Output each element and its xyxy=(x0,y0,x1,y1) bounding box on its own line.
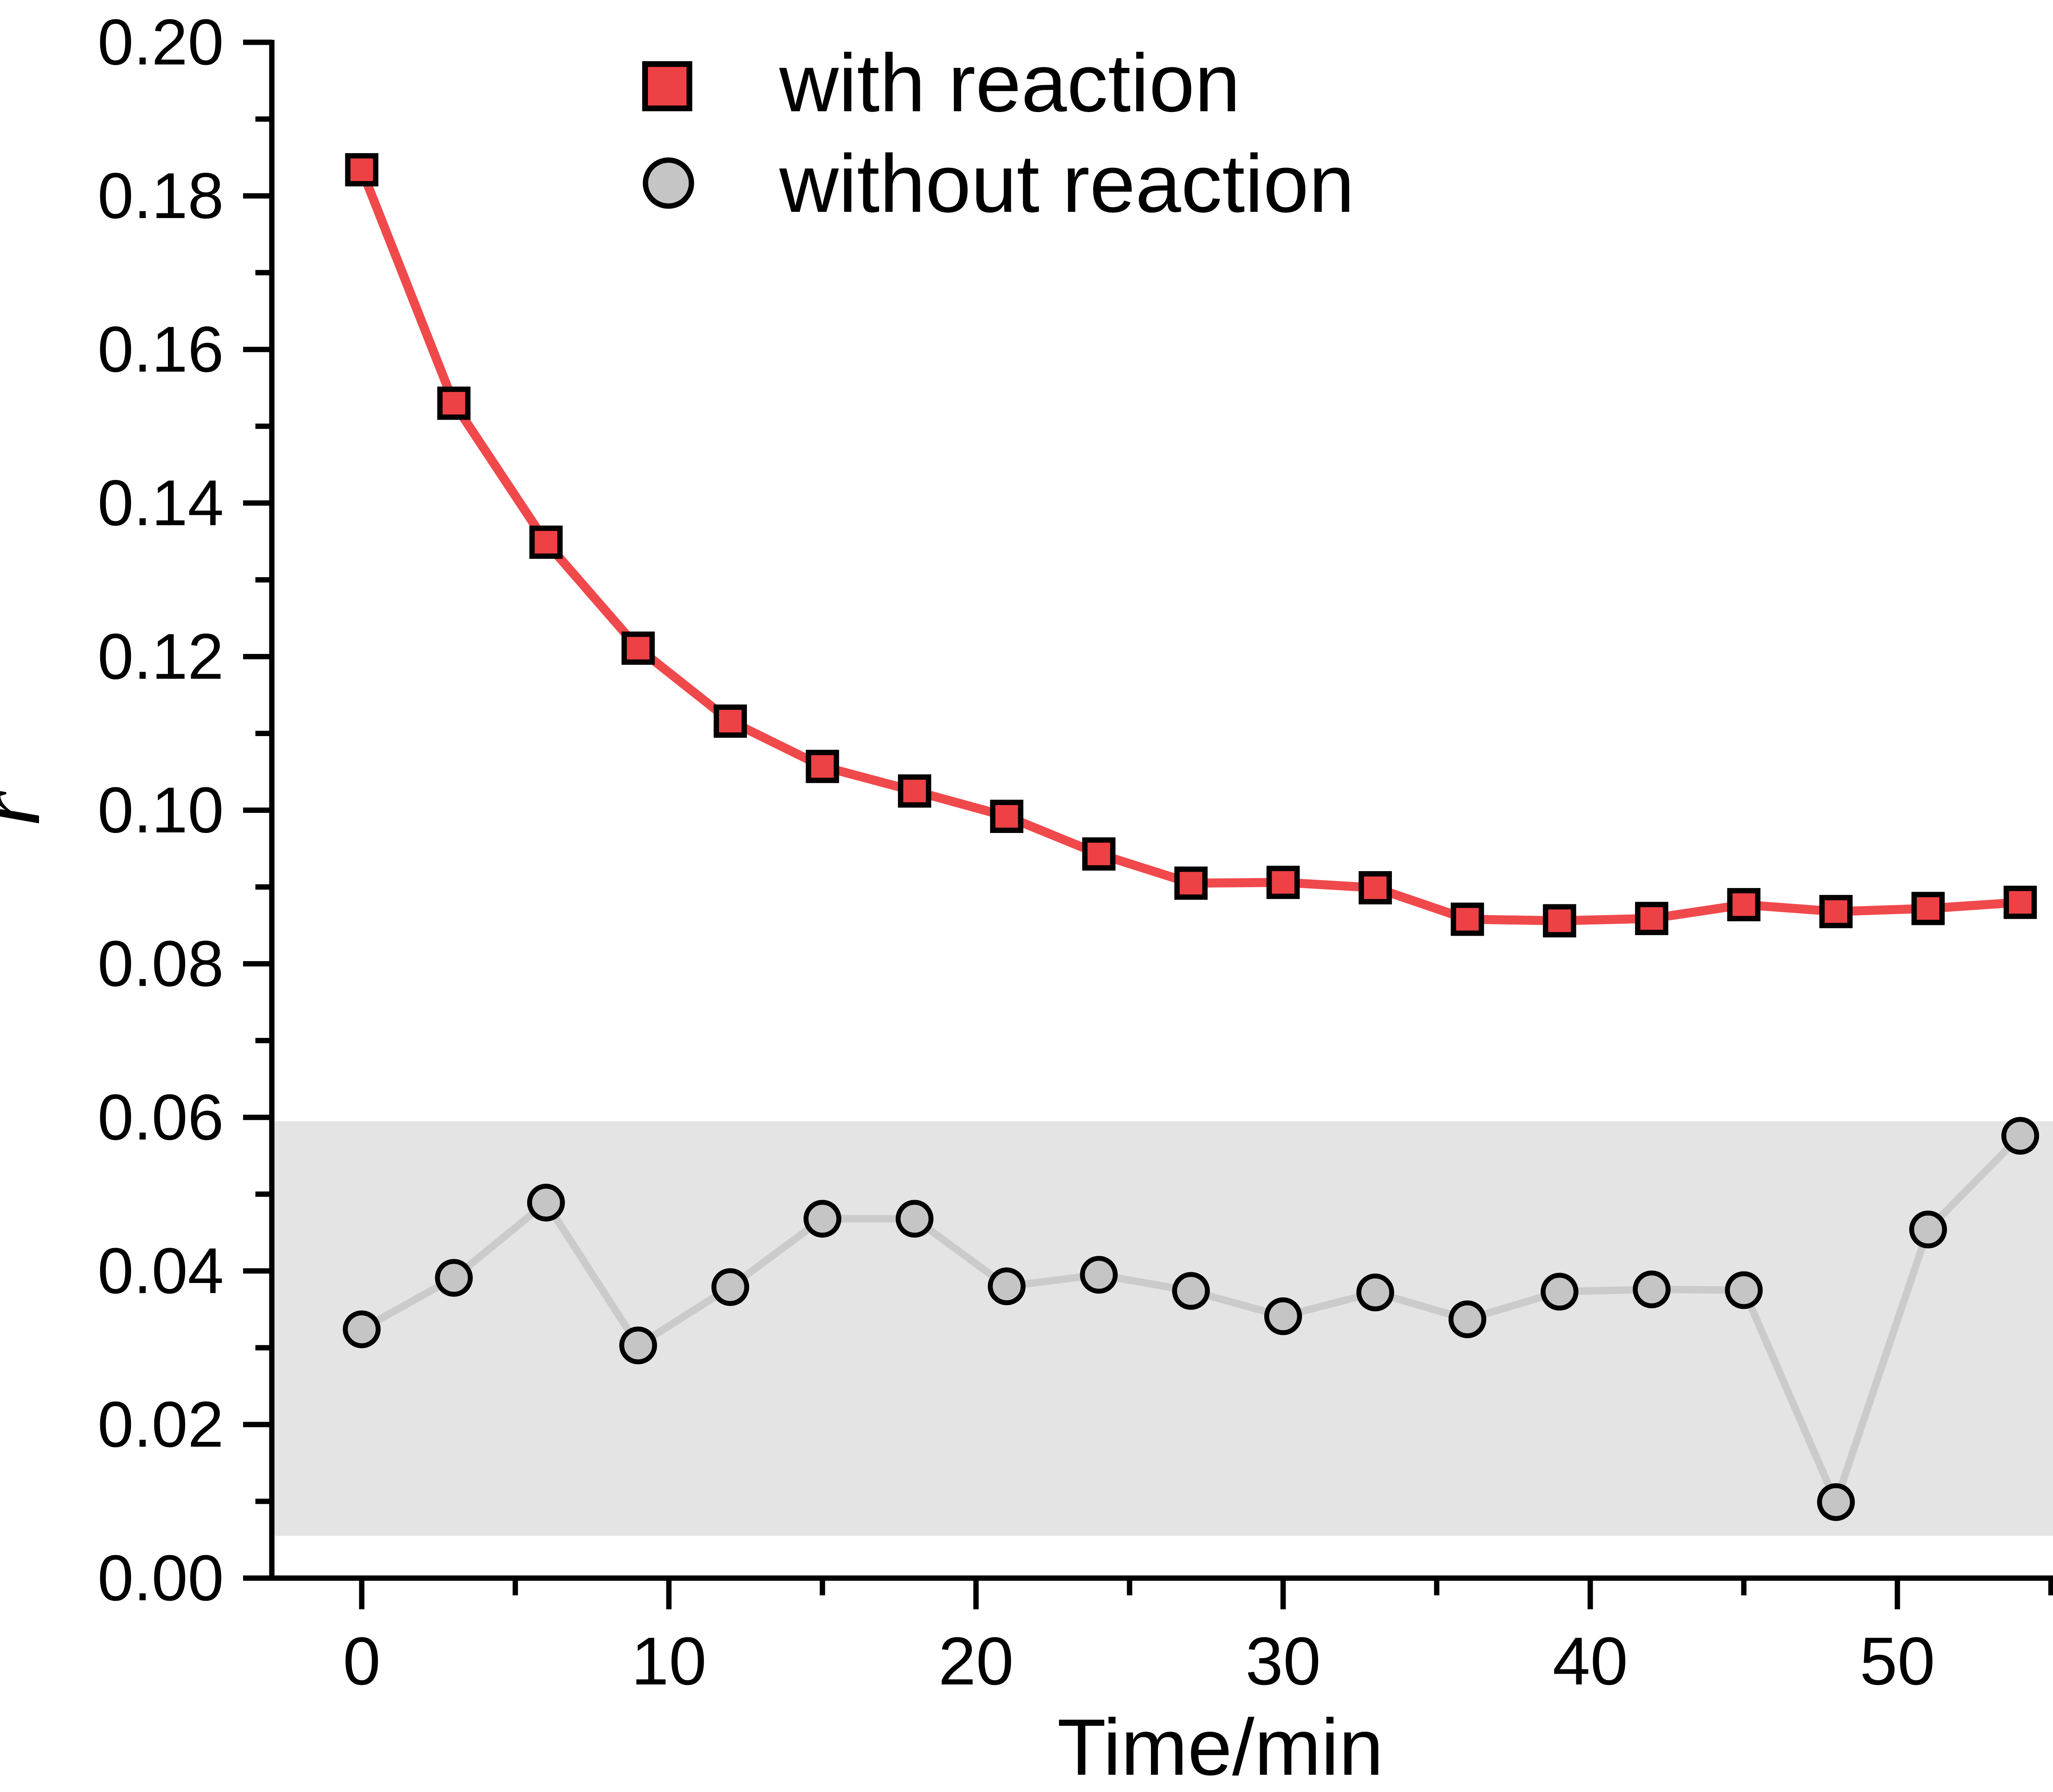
y-tick-label: 0.20 xyxy=(97,6,224,78)
legend: with reaction without reaction xyxy=(642,37,1355,229)
data-point-circle xyxy=(619,1326,657,1365)
legend-label-with-reaction: with reaction xyxy=(779,37,1240,129)
data-point-square xyxy=(1451,902,1484,936)
data-point-square xyxy=(1082,837,1116,871)
y-tick-label: 0.06 xyxy=(97,1081,224,1154)
data-point-square xyxy=(1911,892,1945,925)
x-tick-label: 40 xyxy=(1552,1623,1628,1699)
data-series xyxy=(343,153,2039,1521)
y-tick-label: 0.10 xyxy=(97,774,224,847)
data-point-circle xyxy=(1633,1270,1671,1308)
data-point-circle xyxy=(1264,1297,1302,1335)
data-point-circle xyxy=(987,1267,1026,1306)
y-tick-label: 0.04 xyxy=(97,1235,224,1307)
data-point-square xyxy=(2003,886,2037,919)
data-point-square xyxy=(621,631,655,665)
data-point-circle xyxy=(1541,1273,1579,1311)
data-point-circle xyxy=(804,1200,841,1238)
shaded-band xyxy=(275,1121,2053,1536)
data-point-square xyxy=(529,525,563,559)
data-point-circle xyxy=(435,1259,473,1297)
data-point-square xyxy=(437,386,471,420)
y-tick-label: 0.18 xyxy=(97,160,224,232)
data-point-square xyxy=(1174,866,1208,900)
x-tick-label: 0 xyxy=(343,1623,381,1699)
axis-ticks: 01020304050600.000.020.040.060.080.100.1… xyxy=(97,6,2053,1699)
x-tick-label: 50 xyxy=(1860,1623,1935,1699)
band-rect xyxy=(275,1121,2053,1536)
y-tick-label: 0.00 xyxy=(97,1542,224,1614)
x-tick-label: 30 xyxy=(1245,1623,1321,1699)
data-point-circle xyxy=(896,1200,934,1238)
data-point-square xyxy=(990,799,1024,833)
data-point-circle xyxy=(1448,1300,1486,1338)
data-point-circle xyxy=(1080,1256,1118,1294)
data-point-circle xyxy=(1356,1273,1394,1312)
data-point-square xyxy=(714,704,747,738)
data-point-square xyxy=(1266,865,1300,899)
data-point-square xyxy=(806,750,839,783)
data-point-circle xyxy=(711,1268,749,1306)
data-point-circle xyxy=(1725,1271,1763,1309)
data-point-circle xyxy=(1909,1210,1947,1248)
y-tick-label: 0.12 xyxy=(97,620,224,693)
data-point-square xyxy=(1635,902,1669,935)
x-tick-label: 10 xyxy=(631,1623,707,1699)
data-point-circle xyxy=(1172,1272,1210,1310)
data-point-square xyxy=(1819,895,1853,928)
data-point-square xyxy=(1727,888,1761,922)
data-point-circle xyxy=(1817,1483,1855,1521)
legend-label-without-reaction: without reaction xyxy=(779,138,1355,229)
x-tick-label: 20 xyxy=(938,1623,1014,1699)
data-point-circle xyxy=(2001,1117,2039,1155)
data-point-circle xyxy=(527,1184,565,1222)
legend-square-marker-icon xyxy=(642,61,692,111)
y-tick-label: 0.02 xyxy=(97,1388,224,1461)
data-point-square xyxy=(1358,871,1392,904)
y-tick-label: 0.14 xyxy=(97,467,224,539)
data-point-square xyxy=(345,153,379,187)
x-axis-title: Time/min xyxy=(1057,1703,1383,1792)
data-point-square xyxy=(1543,904,1576,938)
series-without-reaction xyxy=(343,1117,2039,1521)
data-point-circle xyxy=(343,1310,381,1348)
series-line xyxy=(357,165,2025,925)
y-tick-label: 0.16 xyxy=(97,313,224,385)
y-tick-label: 0.08 xyxy=(97,928,224,1000)
series-with-reaction xyxy=(345,153,2037,938)
data-point-square xyxy=(898,774,931,808)
y-axis-title: r xyxy=(0,790,60,827)
legend-circle-marker-icon xyxy=(643,157,694,209)
